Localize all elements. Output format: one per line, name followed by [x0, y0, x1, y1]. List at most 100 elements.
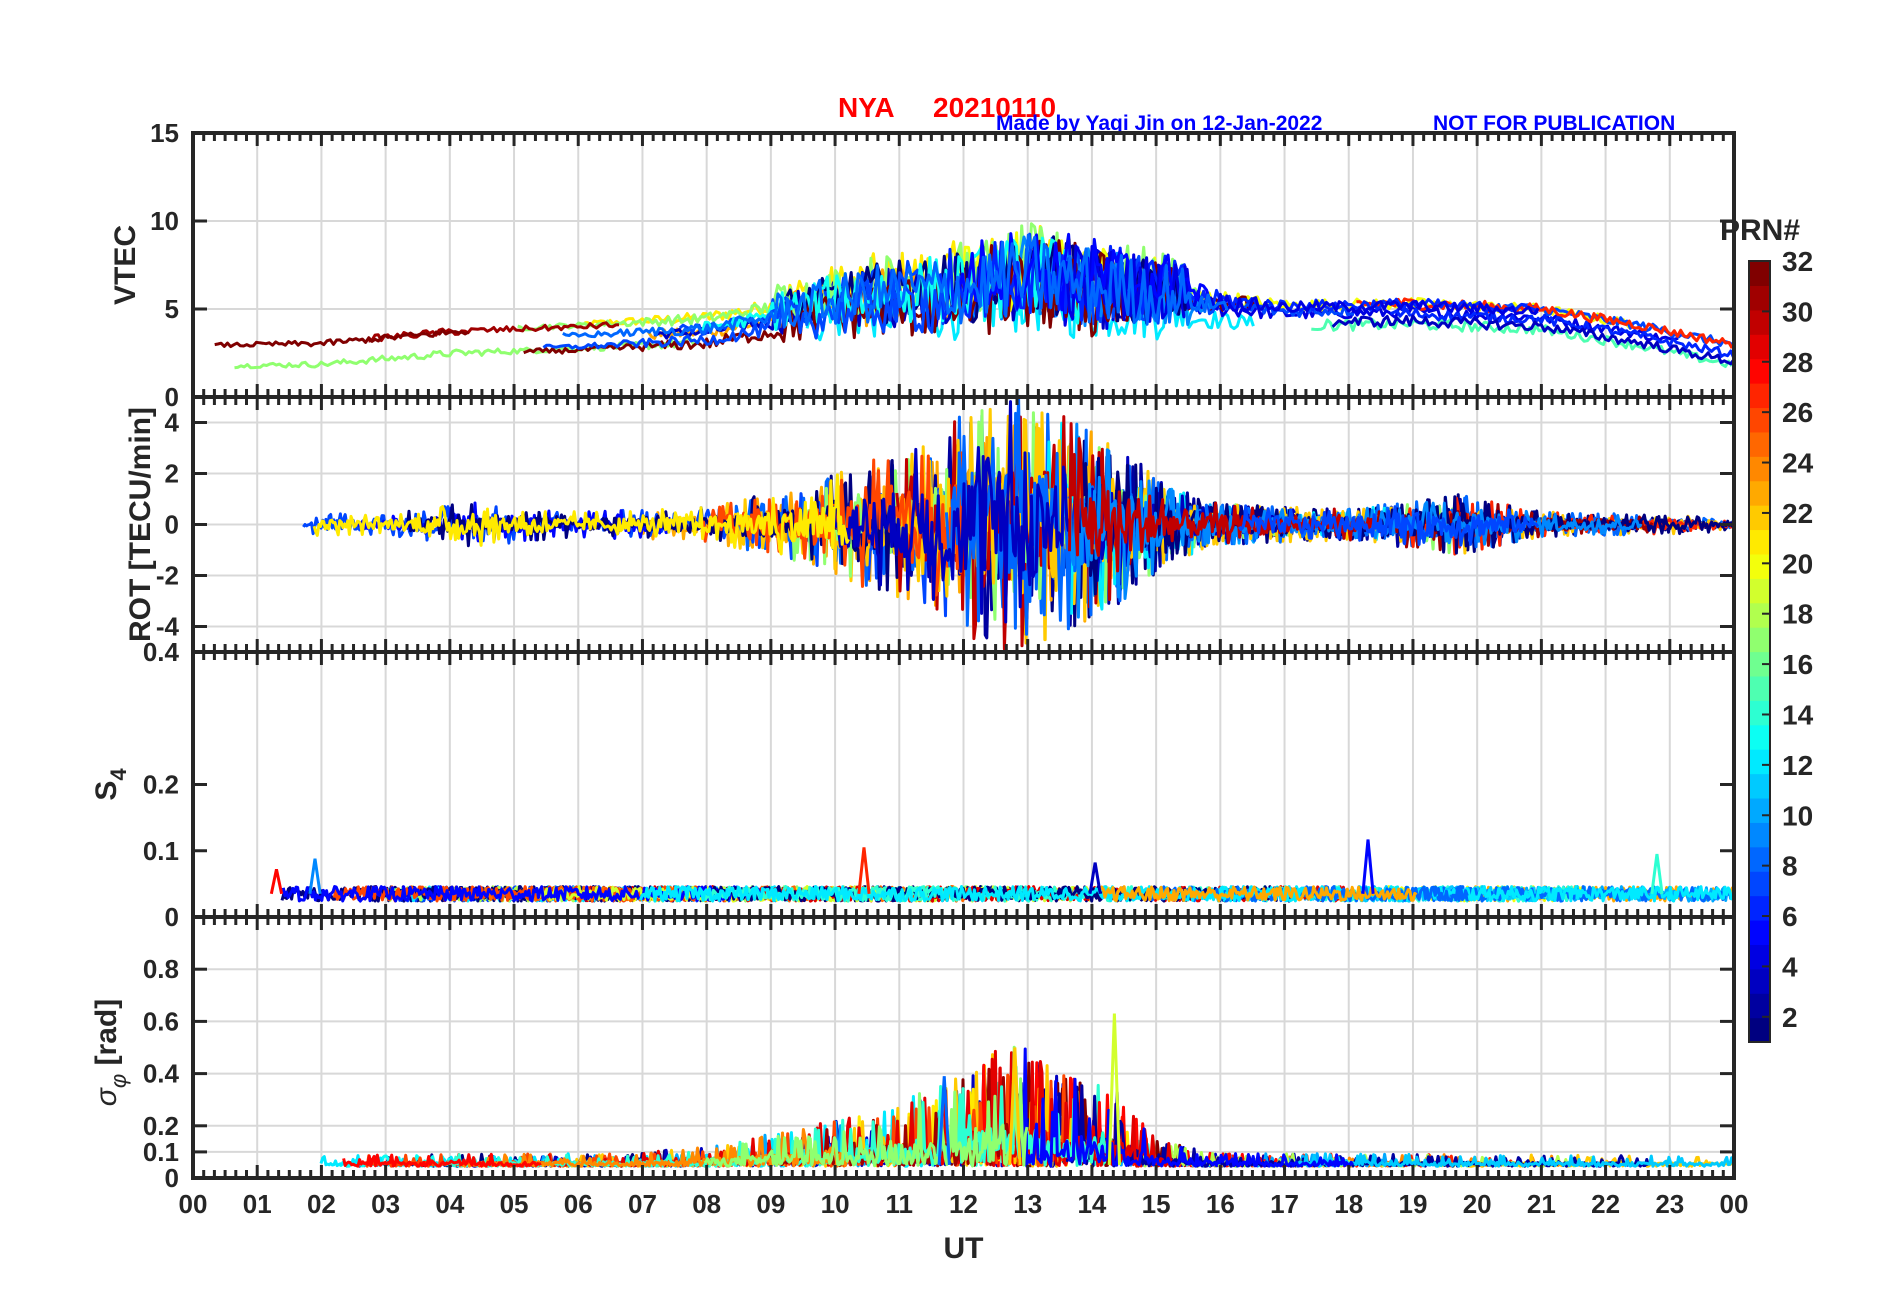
- y-axis-label: ROT [TECU/min]: [124, 407, 157, 642]
- colorbar-tick-label: 8: [1782, 851, 1798, 882]
- series-line-prn: [312, 473, 850, 556]
- x-tick-label: 23: [1655, 1189, 1684, 1219]
- x-tick-label: 05: [500, 1189, 529, 1219]
- x-tick-label: 02: [307, 1189, 336, 1219]
- x-tick-label: 21: [1527, 1189, 1556, 1219]
- title-date: 20210110: [933, 92, 1056, 123]
- colorbar-tick-label: 28: [1782, 347, 1813, 378]
- colorbar-swatch: [1749, 407, 1770, 433]
- data-traces: [269, 839, 1734, 903]
- colorbar-tick-label: 20: [1782, 548, 1813, 579]
- colorbar-tick-label: 4: [1782, 951, 1798, 982]
- x-minor-ticks: [191, 917, 1736, 1178]
- colorbar-frame: [1748, 260, 1771, 1043]
- colorbar-swatch: [1749, 383, 1770, 409]
- header: NYA 20210110 Made by Yaqi Jin on 12-Jan-…: [838, 92, 1675, 135]
- colorbar-swatch: [1749, 675, 1770, 701]
- series-line-prn: [368, 321, 620, 343]
- colorbar-tick-label: 24: [1782, 448, 1814, 479]
- x-tick-label: 16: [1206, 1189, 1235, 1219]
- colorbar-swatch: [1749, 309, 1770, 335]
- colorbar-tick-label: 26: [1782, 397, 1813, 428]
- colorbar-swatch: [1749, 773, 1770, 799]
- series-line-prn: [234, 337, 701, 370]
- data-spike: [1650, 853, 1664, 895]
- data-spike: [308, 858, 322, 895]
- colorbar-swatch: [1749, 578, 1770, 604]
- series-line-prn: [562, 233, 1229, 339]
- colorbar-swatch: [1749, 919, 1770, 945]
- x-tick-label: 22: [1591, 1189, 1620, 1219]
- panel-sigma_phi: 00.10.2 0.4 0.6 0.8 σφ [rad]: [90, 915, 1736, 1193]
- gridlines: [193, 917, 1734, 1178]
- x-axis: 00 01 02 03 04 05 06 07 08 09 10 11 12 13 14 15 16 17 18 19…: [179, 1189, 1749, 1265]
- series-line-prn: [1331, 314, 1734, 366]
- data-spike: [1088, 862, 1102, 895]
- y-tick-label: 4: [165, 408, 180, 438]
- x-tick-label: 07: [628, 1189, 657, 1219]
- y-tick-label: 0.1: [143, 836, 179, 866]
- series-line-prn: [214, 328, 470, 349]
- colorbar-swatch: [1749, 285, 1770, 311]
- colorbar-label: PRN#: [1720, 214, 1800, 247]
- y-tick-label: 0.4: [143, 637, 180, 667]
- x-tick-label: 20: [1463, 1189, 1492, 1219]
- data-spike: [269, 868, 284, 895]
- y-axis: -4 -2 0 2 4: [156, 408, 1734, 642]
- panel-s4: 0 0.1 0.2 0.4 S4: [90, 637, 1736, 932]
- title-station: NYA: [838, 92, 895, 123]
- data-spike: [1008, 1047, 1022, 1166]
- data-traces: [302, 397, 1734, 651]
- colorbar-swatch: [1749, 456, 1770, 482]
- y-tick-label: 10: [150, 206, 179, 236]
- series-line-prn: [542, 271, 947, 350]
- x-tick-label: 09: [756, 1189, 785, 1219]
- colorbar-swatch: [1749, 749, 1770, 775]
- colorbar-swatch: [1749, 480, 1770, 506]
- colorbar-swatch: [1749, 651, 1770, 677]
- colorbar-swatch: [1749, 627, 1770, 653]
- y-tick-label: 0.1: [143, 1137, 179, 1167]
- series-line-prn: [1058, 244, 1540, 323]
- x-axis-label: UT: [944, 1232, 984, 1265]
- y-tick-label: 5: [165, 294, 179, 324]
- colorbar-swatch: [1749, 1017, 1770, 1043]
- colorbar-swatch: [1749, 724, 1770, 750]
- colorbar-swatch: [1749, 993, 1770, 1019]
- colorbar-tick-label: 16: [1782, 649, 1813, 680]
- y-axis-label: VTEC: [109, 225, 142, 305]
- colorbar-swatch: [1749, 895, 1770, 921]
- data-spike: [1107, 1013, 1122, 1166]
- y-tick-label: -2: [156, 561, 179, 591]
- colorbar-tick-label: 22: [1782, 498, 1813, 529]
- x-minor-ticks: [191, 133, 1736, 397]
- colorbar-swatch: [1749, 700, 1770, 726]
- series-line-prn: [639, 885, 1307, 903]
- x-tick-label: 00: [1720, 1189, 1749, 1219]
- colorbar-tick-label: 18: [1782, 599, 1813, 630]
- y-tick-label: 0.8: [143, 954, 179, 984]
- y-tick-label: 15: [150, 118, 179, 148]
- data-traces: [319, 1013, 1734, 1168]
- x-minor-ticks: [191, 397, 1736, 652]
- series-line-prn: [1292, 1152, 1734, 1168]
- colorbar-swatch: [1749, 431, 1770, 457]
- colorbar-swatch: [1749, 505, 1770, 531]
- colorbar-tick-label: 10: [1782, 800, 1813, 831]
- y-axis-label: S4: [90, 768, 131, 801]
- y-tick-label: 0: [165, 902, 179, 932]
- data-traces: [214, 222, 1734, 370]
- y-tick-label: 0: [165, 510, 179, 540]
- x-tick-label: 04: [435, 1189, 464, 1219]
- series-line-prn: [1389, 307, 1734, 360]
- x-tick-label: 14: [1077, 1189, 1106, 1219]
- colorbar-swatch: [1749, 334, 1770, 360]
- x-tick-label: 10: [821, 1189, 850, 1219]
- colorbar-swatch: [1749, 358, 1770, 384]
- colorbar-tick-label: 12: [1782, 750, 1813, 781]
- colorbar-swatch: [1749, 822, 1770, 848]
- x-tick-label: 17: [1270, 1189, 1299, 1219]
- notice-text: NOT FOR PUBLICATION: [1433, 112, 1675, 135]
- colorbar-swatch: [1749, 602, 1770, 628]
